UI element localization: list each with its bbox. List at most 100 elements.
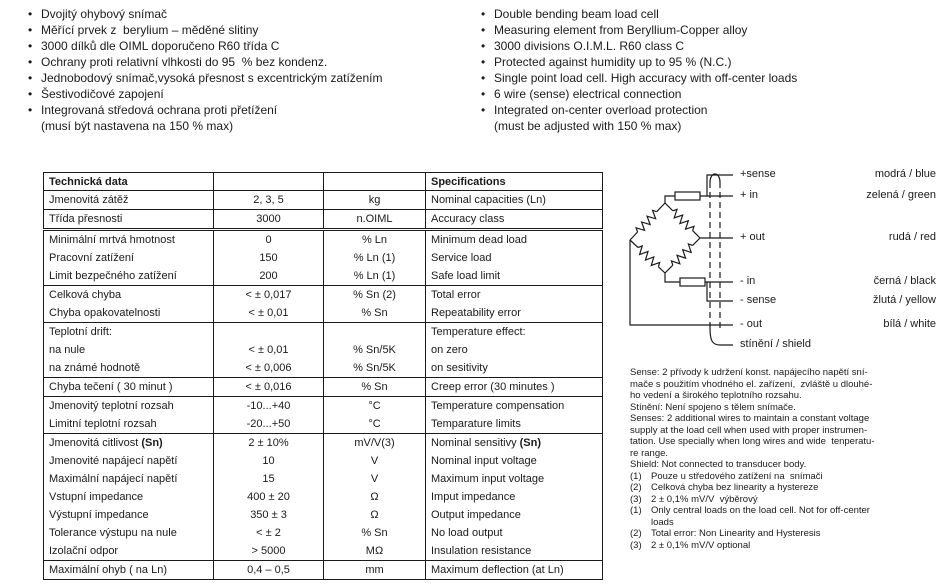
spec-label-en: No load output: [431, 527, 503, 539]
feature-text: Measuring element from Beryllium-Copper …: [494, 23, 748, 37]
spec-label-cz: Maximální napájecí napětí: [49, 473, 178, 485]
spec-label-cz: Minimální mrtvá hmotnost: [49, 234, 175, 246]
spec-value: -20...+50: [213, 415, 324, 434]
spec-table-row: Limit bezpečného zatížení 200 % Ln (1) S…: [43, 267, 603, 286]
table-title-cz: Technická data: [43, 172, 214, 191]
spec-label-cz: Jmenovitý teplotní rozsah: [49, 400, 174, 412]
spec-value: < ± 0,017: [213, 285, 324, 304]
wire-label-minus-sense: - sense: [740, 294, 777, 306]
feature-text: Integrated on-center overload protection: [494, 103, 708, 117]
spec-table-row: Pracovní zatížení 150 % Ln (1) Service l…: [44, 249, 603, 267]
spec-label-en: Total error: [431, 289, 481, 301]
spec-unit: V: [323, 452, 426, 470]
feature-item-en: Double bending beam load cell: [481, 6, 797, 22]
spec-value: -10...+40: [213, 396, 324, 415]
note-line: Senses: 2 additional wires to maintain a…: [630, 413, 870, 424]
spec-unit: °C: [323, 415, 426, 434]
spec-table-row: Celková chyba < ± 0,017 % Sn (2) Total e…: [44, 285, 603, 304]
spec-label-cz: Maximální ohyb ( na Ln): [49, 564, 167, 576]
feature-item-cz: Dvojitý ohybový snímač: [28, 6, 382, 22]
spec-unit: % Sn/5K: [323, 341, 426, 359]
spec-table-row: Teplotní drift: Temperature effect:: [44, 322, 603, 341]
spec-value: < ± 0,01: [213, 341, 324, 359]
wire-label-minus-in: - in: [740, 275, 756, 287]
spec-unit: n.OIML: [323, 209, 426, 231]
spec-unit: °C: [323, 396, 426, 415]
spec-table: Technická data Specifications Jmenovitá …: [43, 172, 603, 580]
spec-table-row: Tolerance výstupu na nule < ± 2 % Sn No …: [44, 524, 603, 542]
spec-table-row: Třída přesnosti 3000 n.OIML Accuracy cla…: [43, 209, 603, 231]
note-line: Shield: Not connected to transducer body…: [630, 459, 807, 470]
spec-label-en: Safe load limit: [431, 270, 501, 282]
feature-item-cz: Měřící prvek z berylium – měděné slitiny: [28, 22, 382, 38]
spec-label-cz: Pracovní zatížení: [49, 252, 134, 264]
spec-label-en: on zero: [431, 344, 468, 356]
spec-value: 0: [213, 229, 324, 249]
feature-item-cz: Ochrany proti relativní vlhkosti do 95 %…: [28, 54, 382, 70]
spec-label-cz: na známé hodnotě: [49, 362, 141, 374]
feature-text: 3000 dílků dle OIML doporučeno R60 třída…: [41, 39, 280, 53]
wire-label-minus-out: - out: [740, 318, 763, 330]
spec-table-row: Jmenovitá citlivost (Sn) 2 ± 10% mV/V(3)…: [44, 433, 603, 452]
spec-label-cz: Celková chyba: [49, 289, 122, 301]
spec-table-row: Minimální mrtvá hmotnost 0 % Ln Minimum …: [44, 229, 603, 249]
wire-label-plus-in: + in: [740, 189, 759, 201]
feature-subtext: (must be adjusted with 150 % max): [494, 119, 682, 133]
spec-label-en: Nominal input voltage: [431, 455, 537, 467]
feature-item-en: 3000 divisions O.I.M.L. R60 class C: [481, 38, 797, 54]
feature-item-cz: 3000 dílků dle OIML doporučeno R60 třída…: [28, 38, 382, 54]
footnote-line: (1) Only central loads on the load cell.…: [630, 505, 942, 517]
spec-label-cz: Limit bezpečného zatížení: [49, 270, 177, 282]
feature-text: Protected against humidity up to 95 % (N…: [494, 55, 732, 69]
spec-unit: Ω: [323, 488, 426, 506]
spec-value: 400 ± 20: [213, 488, 324, 506]
spec-label-en: Maximum input voltage: [431, 473, 545, 485]
spec-unit: % Sn: [323, 524, 426, 542]
footnote-number: (2): [630, 482, 642, 493]
spec-label-en: Repeatability error: [431, 307, 521, 319]
spec-unit: % Sn: [323, 377, 426, 397]
spec-label-en: Temperature effect:: [431, 326, 526, 338]
spec-value: [213, 322, 324, 341]
spec-unit: MΩ: [323, 542, 426, 561]
feature-item-cz: Jednobodový snímač,vysoká přesnost s exc…: [28, 70, 382, 86]
wire-label-shield: stínění / shield: [740, 338, 811, 350]
spec-label-en: Nominal capacities (Ln): [431, 194, 546, 206]
wire-label-plus-out: + out: [740, 231, 765, 243]
spec-label-cz: Vstupní impedance: [49, 491, 144, 503]
wire-color-yellow: žlutá / yellow: [873, 294, 936, 306]
feature-text: Jednobodový snímač,vysoká přesnost s exc…: [41, 71, 383, 85]
spec-table-row: Jmenovité napájecí napětí 10 V Nominal i…: [44, 452, 603, 470]
spec-unit: mm: [323, 560, 426, 580]
feature-text: Šestivodičové zapojení: [41, 87, 164, 101]
spec-table-row: Chyba opakovatelnosti < ± 0,01 % Sn Repe…: [43, 304, 603, 323]
note-line: ho vedení a širokého teplotního rozsahu.: [630, 390, 802, 401]
spec-label-en: Nominal sensitivy: [431, 437, 520, 449]
spec-label-cz: Jmenovitá citlivost: [49, 437, 142, 449]
note-line: re range.: [630, 447, 669, 459]
note-line: Stínění: Není spojeno s tělem snímače.: [630, 401, 796, 413]
spec-value: 2, 3, 5: [213, 190, 324, 210]
feature-item-en: 6 wire (sense) electrical connection: [481, 86, 797, 102]
spec-label-en: Output impedance: [431, 509, 521, 521]
feature-item-en: Single point load cell. High accuracy wi…: [481, 70, 797, 86]
footnote-text: 2 ± 0,1% mV/V optional: [651, 539, 751, 551]
spec-table-row: na známé hodnotě < ± 0,006 % Sn/5K on se…: [43, 359, 603, 378]
spec-value: > 5000: [213, 542, 324, 561]
footnote-line: (2) Celková chyba bez linearity a hyster…: [630, 482, 942, 494]
spec-label-en: Accuracy class: [431, 213, 505, 225]
spec-label-cz: Izolační odpor: [49, 545, 119, 557]
spec-table-row: Limitní teplotní rozsah -20...+50 °C Tem…: [43, 415, 603, 434]
feature-text: Integrovaná středová ochrana proti přetí…: [41, 103, 278, 117]
spec-table-row: Izolační odpor > 5000 MΩ Insulation resi…: [43, 542, 603, 561]
spec-label-cz: Chyba opakovatelnosti: [49, 307, 161, 319]
feature-item-en: Measuring element from Beryllium-Copper …: [481, 22, 797, 38]
footnote-number: [630, 517, 651, 529]
note-line: tation. Use specially when long wires an…: [630, 436, 875, 447]
note-line: mače s použitím vhodného el. zařízení, z…: [630, 378, 873, 390]
spec-label-en: Maximum deflection (at Ln): [431, 564, 564, 576]
spec-label-en: Minimum dead load: [431, 234, 527, 246]
spec-label-en: Insulation resistance: [431, 545, 532, 557]
spec-value: < ± 0,006: [213, 359, 324, 378]
